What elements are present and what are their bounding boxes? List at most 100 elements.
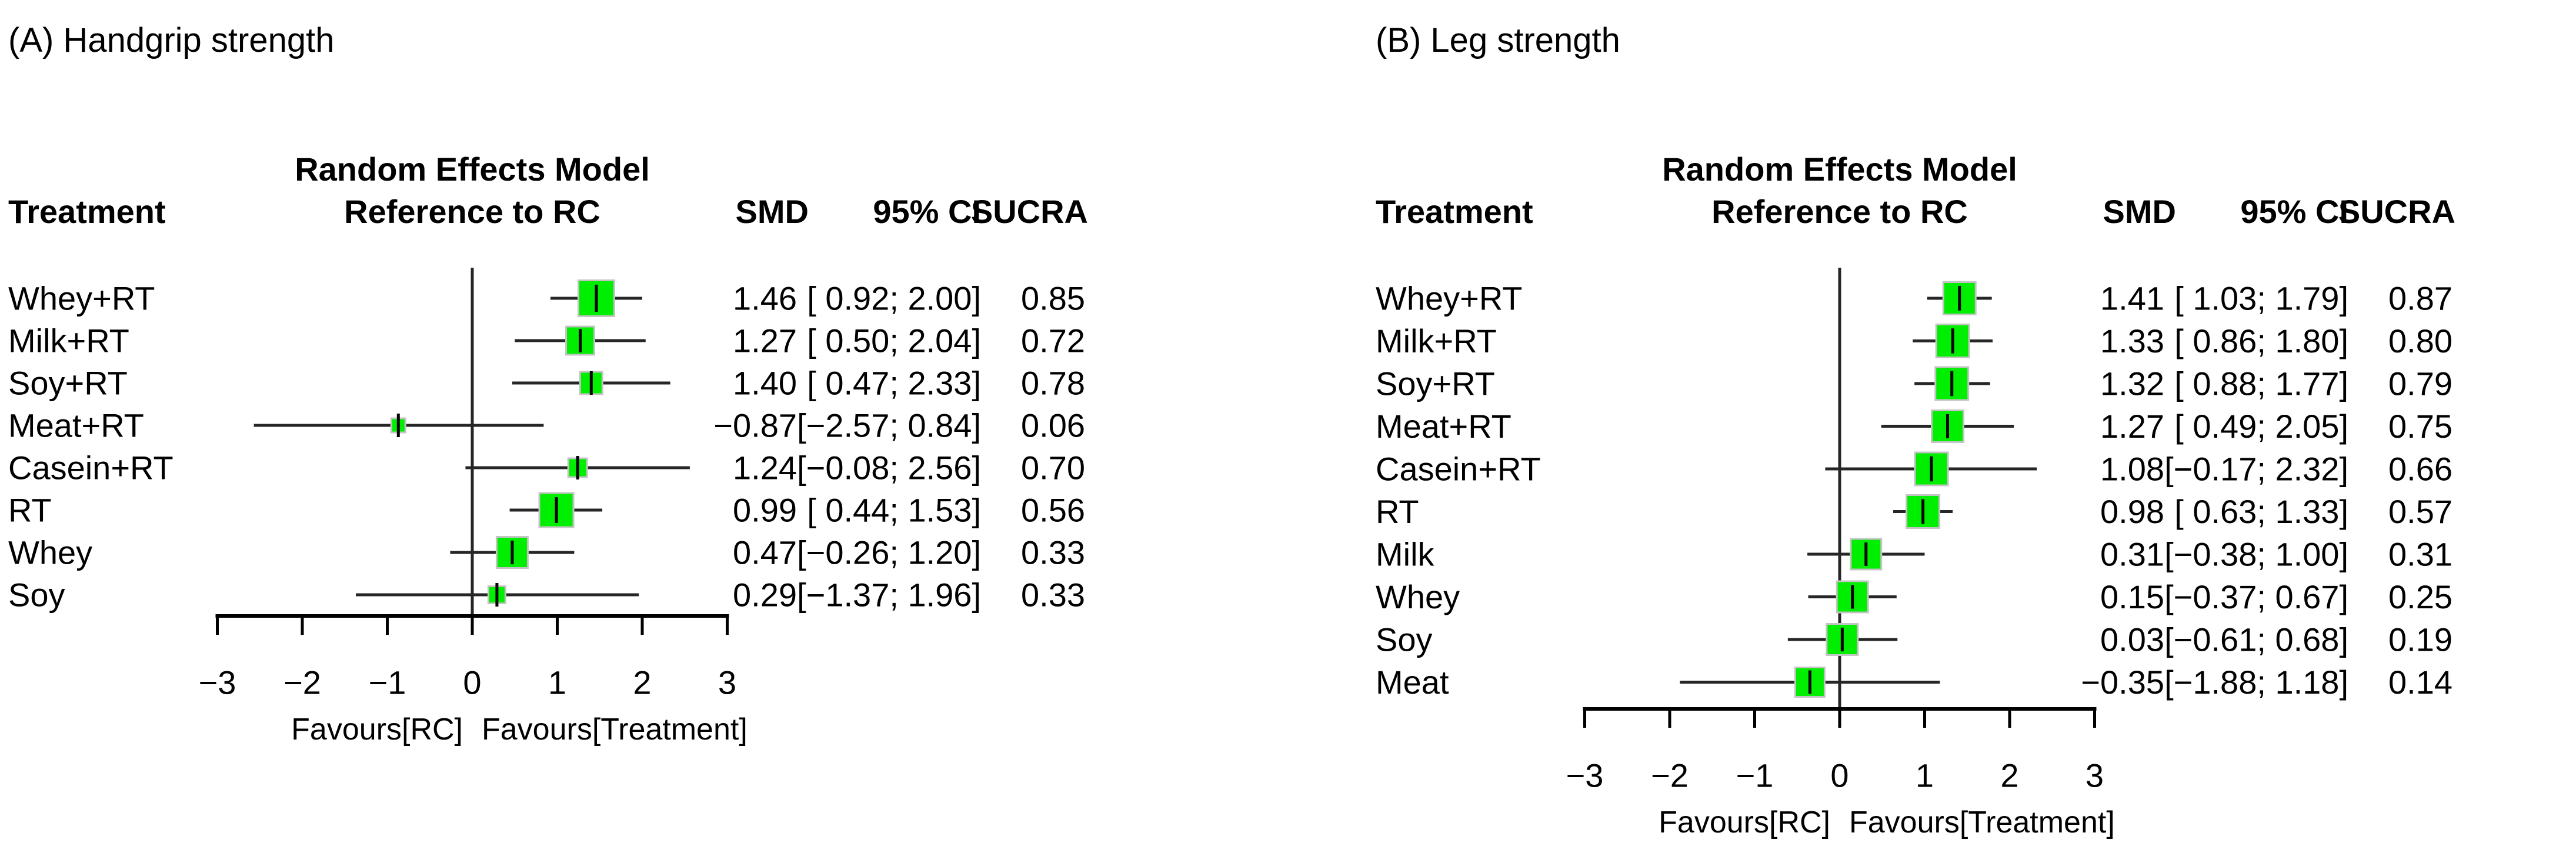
- x-axis-tick-label: 3: [718, 664, 736, 701]
- treatment-label: Soy+RT: [1376, 365, 1495, 402]
- ci-value: [ 0.44; 1.53]: [807, 492, 981, 529]
- sucra-value: 0.19: [2388, 621, 2452, 658]
- column-header-reference: Reference to RC: [1711, 193, 1968, 230]
- smd-value: 0.29: [733, 577, 797, 614]
- treatment-label: Meat+RT: [8, 407, 144, 444]
- ci-value: [ 0.49; 2.05]: [2174, 408, 2348, 445]
- panel-handgrip-strength: (A) Handgrip strength Random Effects Mod…: [0, 0, 1209, 856]
- treatment-label: Whey+RT: [1376, 280, 1522, 317]
- panel-leg-strength: (B) Leg strength Random Effects Model Tr…: [1367, 0, 2576, 856]
- ci-value: [−0.26; 1.20]: [797, 534, 981, 571]
- smd-value: 1.41: [2100, 280, 2164, 317]
- treatment-label: Casein+RT: [1376, 451, 1541, 488]
- smd-value: 0.15: [2100, 578, 2164, 615]
- sucra-value: 0.33: [1021, 534, 1085, 571]
- ci-value: [−0.17; 2.32]: [2164, 451, 2348, 488]
- x-axis-tick-label: −1: [369, 664, 406, 701]
- x-axis-tick-label: −1: [1736, 757, 1774, 794]
- smd-value: 1.40: [733, 365, 797, 402]
- smd-value: 0.03: [2100, 621, 2164, 658]
- treatment-label: RT: [1376, 493, 1419, 530]
- forest-plot-handgrip: Whey+RT 1.46 [ 0.92; 2.00] 0.85 Milk+RT 1.27 […: [8, 268, 1085, 747]
- x-axis-tick-label: −3: [1566, 757, 1604, 794]
- sucra-value: 0.72: [1021, 322, 1085, 359]
- x-axis-tick-label: 2: [2000, 757, 2018, 794]
- treatment-label: Whey: [8, 534, 92, 571]
- x-axis-tick-label: 3: [2086, 757, 2104, 794]
- column-header-model: Random Effects Model: [295, 151, 650, 188]
- ci-value: [ 0.88; 1.77]: [2174, 365, 2348, 402]
- column-header-sucra: SUCRA: [970, 193, 1088, 230]
- sucra-value: 0.31: [2388, 536, 2452, 573]
- ci-value: [−0.61; 0.68]: [2164, 621, 2348, 658]
- sucra-value: 0.85: [1021, 280, 1085, 317]
- sucra-value: 0.70: [1021, 449, 1085, 487]
- ci-value: [ 1.03; 1.79]: [2174, 280, 2348, 317]
- sucra-value: 0.56: [1021, 492, 1085, 529]
- sucra-value: 0.75: [2388, 408, 2452, 445]
- column-header-reference: Reference to RC: [344, 193, 600, 230]
- sucra-value: 0.66: [2388, 451, 2452, 488]
- column-header-smd: SMD: [735, 193, 809, 230]
- panel-title: (B) Leg strength: [1376, 21, 1620, 59]
- sucra-value: 0.78: [1021, 365, 1085, 402]
- smd-value: 1.24: [733, 449, 797, 487]
- ci-value: [−2.57; 0.84]: [797, 407, 981, 444]
- treatment-label: Whey+RT: [8, 280, 155, 317]
- x-axis-tick-label: 0: [1830, 757, 1848, 794]
- smd-value: 1.27: [2100, 408, 2164, 445]
- sucra-value: 0.87: [2388, 280, 2452, 317]
- x-axis-tick-label: −3: [199, 664, 236, 701]
- smd-value: 1.27: [733, 322, 797, 359]
- ci-value: [ 0.86; 1.80]: [2174, 322, 2348, 359]
- ci-value: [−1.88; 1.18]: [2164, 664, 2348, 701]
- column-header-smd: SMD: [2103, 193, 2176, 230]
- column-header-ci: 95% CI: [2240, 193, 2348, 230]
- treatment-label: Whey: [1376, 578, 1460, 615]
- x-axis-tick-label: 1: [1916, 757, 1934, 794]
- treatment-label: Soy: [8, 577, 65, 614]
- ci-value: [−1.37; 1.96]: [797, 577, 981, 614]
- ci-value: [ 0.92; 2.00]: [807, 280, 981, 317]
- column-header-treatment: Treatment: [1376, 193, 1533, 230]
- smd-value: 0.31: [2100, 536, 2164, 573]
- x-axis-label-favours-rc: Favours[RC]: [291, 712, 463, 747]
- treatment-label: Soy: [1376, 621, 1433, 658]
- treatment-label: Meat+RT: [1376, 408, 1511, 445]
- treatment-label: Milk+RT: [1376, 322, 1497, 359]
- x-axis-label-favours-rc: Favours[RC]: [1659, 805, 1830, 840]
- ci-value: [ 0.50; 2.04]: [807, 322, 981, 359]
- sucra-value: 0.57: [2388, 493, 2452, 530]
- x-axis-tick-label: −2: [283, 664, 321, 701]
- smd-value: 1.33: [2100, 322, 2164, 359]
- sucra-value: 0.33: [1021, 577, 1085, 614]
- sucra-value: 0.06: [1021, 407, 1085, 444]
- x-axis-tick-label: 0: [463, 664, 481, 701]
- treatment-label: Milk+RT: [8, 322, 129, 359]
- x-axis-tick-label: 1: [548, 664, 566, 701]
- x-axis-label-favours-treatment: Favours[Treatment]: [1849, 805, 2115, 840]
- treatment-label: Milk: [1376, 536, 1435, 573]
- treatment-label: RT: [8, 492, 52, 529]
- ci-value: [−0.08; 2.56]: [797, 449, 981, 487]
- x-axis-label-favours-treatment: Favours[Treatment]: [482, 712, 748, 747]
- column-header-sucra: SUCRA: [2338, 193, 2455, 230]
- smd-value: 0.99: [733, 492, 797, 529]
- smd-value: −0.87: [713, 407, 797, 444]
- smd-value: 1.46: [733, 280, 797, 317]
- treatment-label: Soy+RT: [8, 365, 128, 402]
- ci-value: [ 0.47; 2.33]: [807, 365, 981, 402]
- column-header-treatment: Treatment: [8, 193, 166, 230]
- ci-value: [−0.37; 0.67]: [2164, 578, 2348, 615]
- x-axis-tick-label: 2: [633, 664, 651, 701]
- x-axis-tick-label: −2: [1651, 757, 1689, 794]
- sucra-value: 0.80: [2388, 322, 2452, 359]
- ci-value: [−0.38; 1.00]: [2164, 536, 2348, 573]
- smd-value: −0.35: [2081, 664, 2164, 701]
- forest-plot-leg: Whey+RT 1.41 [ 1.03; 1.79] 0.87 Milk+RT 1.33 […: [1376, 268, 2452, 840]
- panel-title: (A) Handgrip strength: [8, 21, 335, 59]
- ci-value: [ 0.63; 1.33]: [2174, 493, 2348, 530]
- smd-value: 1.32: [2100, 365, 2164, 402]
- smd-value: 1.08: [2100, 451, 2164, 488]
